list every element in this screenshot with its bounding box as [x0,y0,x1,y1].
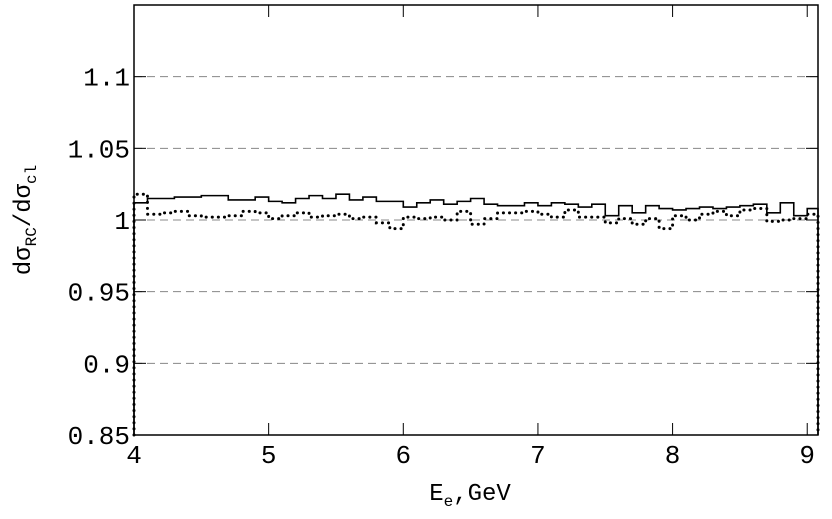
y-label-part: dσ [11,246,38,275]
y-tick-label: 1.1 [83,64,130,94]
x-label-part: E [429,481,443,508]
x-tick-label: 9 [799,441,815,471]
x-tick-label: 7 [530,441,546,471]
histogram-line [132,192,820,437]
x-axis-label: Ee,GeV [429,481,511,511]
y-label-part: /dσ [11,183,38,227]
x-tick-label: 4 [126,441,142,471]
y-tick-label: 1 [114,207,130,237]
x-tick-label: 8 [665,441,681,471]
x-label-part: ,GeV [453,481,511,508]
plot-frame [133,4,819,436]
x-tick-label: 5 [261,441,277,471]
y-label-sub: cl [23,165,41,184]
y-tick-label: 0.95 [68,279,130,309]
y-tick-label: 1.05 [68,135,130,165]
y-tick-label: 0.9 [83,350,130,380]
y-tick-label: 0.85 [68,422,130,452]
y-axis-label: dσRC/dσcl [11,165,41,275]
y-label-sub: RC [23,227,41,246]
histogram-line [133,193,819,435]
x-label-sub: e [444,493,454,511]
x-tick-label: 6 [395,441,411,471]
